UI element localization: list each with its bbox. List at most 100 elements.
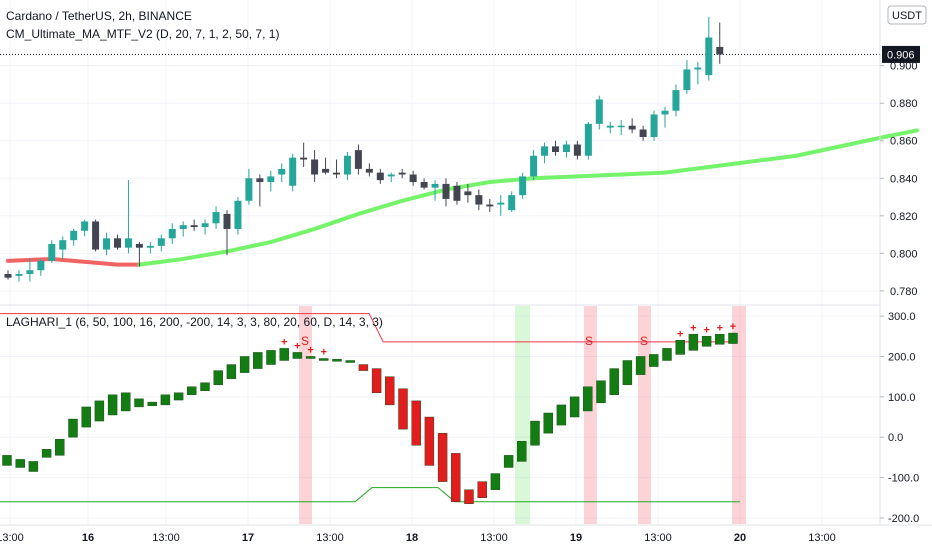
candle[interactable] [343,152,351,181]
candle[interactable] [354,144,362,175]
oscillator-bar[interactable] [121,392,131,412]
oscillator-bar[interactable] [675,340,685,355]
candle[interactable] [694,61,702,85]
oscillator-bar[interactable] [728,332,738,344]
candle[interactable] [552,140,559,156]
oscillator-bar[interactable] [292,352,303,359]
oscillator-bar[interactable] [253,352,263,369]
candle[interactable] [376,168,384,184]
candle[interactable] [705,16,713,81]
candle[interactable] [573,140,581,160]
oscillator-bar[interactable] [649,354,659,367]
oscillator-bar[interactable] [503,455,514,468]
candle[interactable] [70,228,78,246]
candle[interactable] [431,180,439,201]
oscillator-bar[interactable] [279,348,289,361]
oscillator-bar[interactable] [345,360,355,363]
oscillator-bar[interactable] [319,358,329,361]
oscillator-bar[interactable] [477,481,487,498]
oscillator-bar[interactable] [332,359,342,362]
oscillator-bar[interactable] [662,348,672,361]
candle[interactable] [333,159,340,179]
oscillator-bar[interactable] [213,370,223,385]
oscillator-bar[interactable] [437,432,448,482]
candle[interactable] [562,140,570,158]
oscillator-bar[interactable] [68,418,78,438]
candle[interactable] [475,189,483,211]
oscillator-bar[interactable] [411,400,421,446]
oscillator-bar[interactable] [15,459,25,468]
oscillator-bar[interactable] [424,416,435,466]
oscillator-bar[interactable] [464,489,474,505]
oscillator-bar[interactable] [451,453,461,502]
candle[interactable] [617,120,625,136]
candle[interactable] [508,191,516,213]
candle[interactable] [124,180,132,254]
oscillator-bar[interactable] [715,334,725,345]
oscillator-bar[interactable] [200,382,210,391]
candle[interactable] [223,210,231,256]
candle[interactable] [497,195,505,216]
candle[interactable] [530,150,538,181]
candle[interactable] [179,221,187,237]
candle[interactable] [453,182,461,205]
candle[interactable] [92,219,100,252]
oscillator-bar[interactable] [266,350,276,365]
oscillator-bar[interactable] [635,356,646,375]
oscillator-bar[interactable] [28,461,39,472]
oscillator-bar[interactable] [239,356,250,373]
candle[interactable] [48,240,56,263]
candle[interactable] [464,183,472,203]
oscillator-bar[interactable] [226,364,237,379]
oscillator-bar[interactable] [583,386,593,412]
oscillator-bar[interactable] [543,412,553,434]
candle[interactable] [639,125,647,141]
oscillator-bar[interactable] [173,392,184,401]
candle[interactable] [157,234,165,252]
candle[interactable] [15,270,23,282]
oscillator-bar[interactable] [2,455,12,466]
oscillator-bar[interactable] [688,334,699,351]
price-pane[interactable] [0,16,919,282]
candle[interactable] [683,60,691,94]
candle[interactable] [595,95,603,130]
candle[interactable] [146,242,154,254]
oscillator-bar[interactable] [160,394,171,406]
oscillator-bar[interactable] [358,364,369,371]
candle[interactable] [311,150,319,183]
candle[interactable] [103,232,111,256]
oscillator-bar[interactable] [398,388,408,430]
oscillator-bar[interactable] [530,420,540,446]
candle[interactable] [234,197,242,235]
ma-indicator-legend[interactable]: CM_Ultimate_MA_MTF_V2 (D, 20, 7, 1, 2, 5… [6,27,279,41]
oscillator-bar[interactable] [596,380,606,404]
oscillator-bar[interactable] [569,396,580,418]
candle[interactable] [135,242,143,267]
oscillator-bar[interactable] [609,368,619,396]
candle[interactable] [420,178,428,190]
candle[interactable] [519,172,527,199]
candle[interactable] [442,178,450,207]
oscillator-bar[interactable] [701,336,712,347]
oscillator-bar[interactable] [41,449,52,458]
candle[interactable] [289,153,297,192]
candle[interactable] [300,142,308,168]
oscillator-axis[interactable]: 300.0 200.0 100.0 0.0 -100.0 -200.0 [880,311,919,525]
candle[interactable] [541,142,549,164]
oscillator-bar[interactable] [385,376,395,406]
candle[interactable] [81,219,89,237]
oscillator-bar[interactable] [490,473,501,490]
candle[interactable] [398,168,406,179]
candle[interactable] [37,258,45,276]
candle[interactable] [628,118,636,134]
candle[interactable] [256,174,264,207]
candle[interactable] [716,22,724,64]
candle[interactable] [365,163,373,177]
candle[interactable] [486,198,494,213]
oscillator-bar[interactable] [371,368,382,393]
candle[interactable] [672,84,680,117]
oscillator-bar[interactable] [187,386,197,396]
candle[interactable] [190,219,198,231]
oscillator-bar[interactable] [517,441,527,462]
oscillator-bar[interactable] [556,404,567,426]
